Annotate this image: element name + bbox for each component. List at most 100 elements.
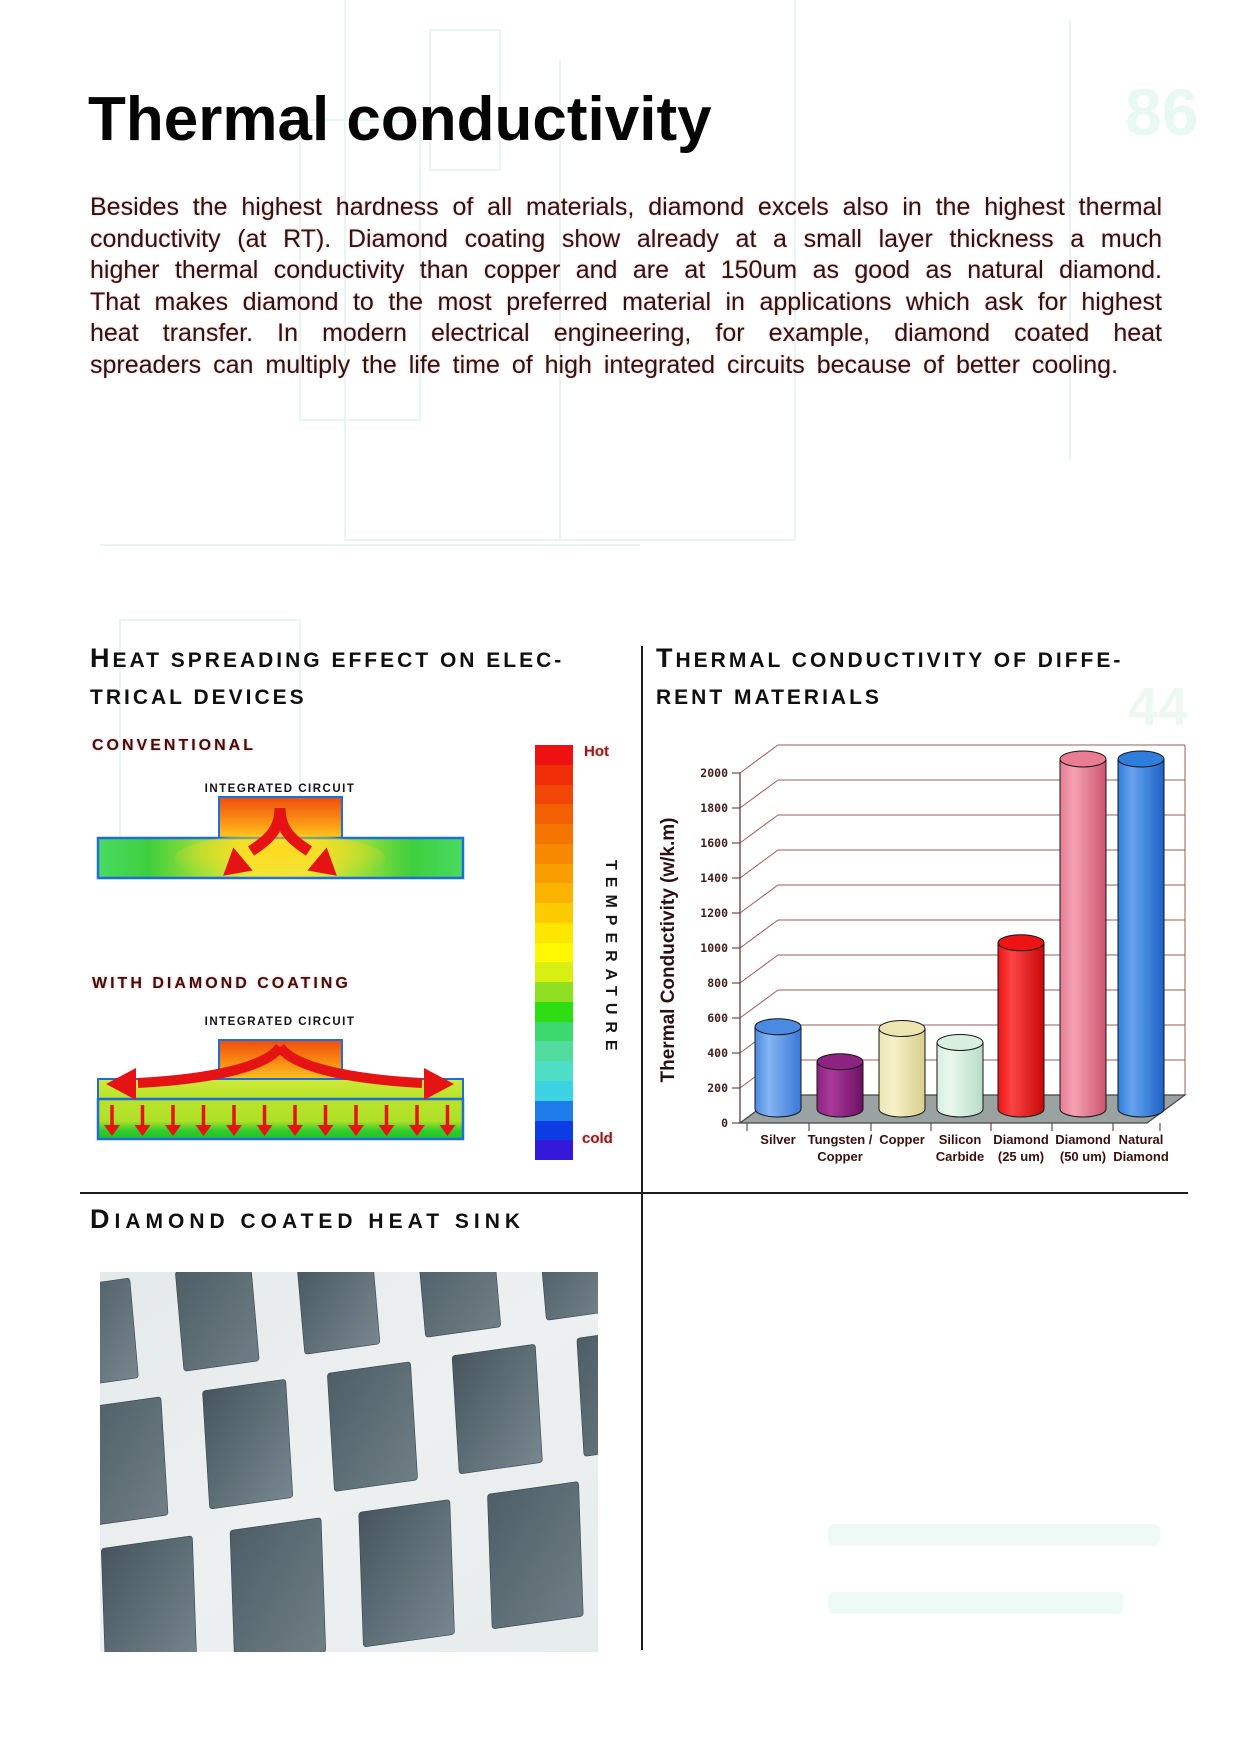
gridline-depth [739, 814, 779, 844]
category-label: Diamond [993, 1132, 1049, 1147]
category-label: Silver [760, 1132, 795, 1147]
colorbar-segment [535, 843, 573, 864]
bar-top-copper [878, 1020, 926, 1037]
colorbar-segment [535, 764, 573, 785]
y-tick-label: 2000 [700, 766, 728, 780]
arrowhead-right-icon [424, 1068, 454, 1100]
heat-sink-plate [416, 1272, 501, 1338]
down-arrowhead-icon [256, 1125, 273, 1136]
temperature-axis-label: TEMPERATURE [602, 860, 619, 1058]
down-arrowhead-icon [378, 1125, 395, 1136]
down-arrowhead-icon [226, 1125, 242, 1136]
circuit-board [96, 1097, 465, 1141]
gridline-depth [739, 954, 779, 984]
category-label: Natural [1119, 1132, 1164, 1147]
gridline-depth [739, 919, 779, 949]
bar-top-diamond-50um [1059, 750, 1107, 768]
category-label: Diamond [1055, 1132, 1111, 1147]
category-label: Diamond [1113, 1149, 1169, 1164]
intro-paragraph: Besides the highest hardness of all mate… [90, 193, 1162, 379]
heat-sink-plate [537, 1272, 598, 1321]
heat-sink-plate [229, 1517, 326, 1652]
watermark-page-number: 86 [1125, 75, 1198, 149]
down-arrowhead-icon [348, 1125, 364, 1136]
thermal-conductivity-bar-chart: 0 200 400 600 800 1000 1200 1400 1600 1800 2000 Si… [658, 744, 1187, 1164]
category-label: Tungsten / [808, 1132, 873, 1147]
heat-sink-plate [100, 1278, 139, 1389]
category-label: (25 um) [998, 1149, 1044, 1164]
bar-cylinder-tungsten-copper [816, 1061, 864, 1118]
heat-sink-plates [100, 1272, 598, 1652]
gridline-depth [739, 744, 779, 774]
colorbar-segment [535, 745, 573, 765]
colorbar-segment [535, 962, 573, 983]
colorbar-segment [535, 1041, 573, 1062]
colorbar-segment [535, 1081, 573, 1101]
heading-line: HEAT SPREADING EFFECT ON ELEC- [90, 643, 565, 673]
colorbar-segment [535, 1100, 573, 1121]
down-arrowhead-icon [104, 1125, 120, 1136]
gridline-depth [739, 989, 779, 1019]
y-tick-label: 800 [707, 976, 728, 990]
down-arrowhead-icon [439, 1125, 456, 1136]
bar-top-silicon-carbide [936, 1034, 984, 1051]
colorbar-segment [535, 784, 573, 805]
arrowhead-left-icon [106, 1068, 136, 1100]
bar-top-tungsten-copper [816, 1053, 864, 1071]
section-heading-thermal-conductivity: THERMAL CONDUCTIVITY OF DIFFE- RENT MATE… [656, 640, 1123, 716]
row-divider [80, 1192, 1188, 1194]
category-label: Copper [817, 1149, 863, 1164]
downward-heat-arrows [104, 1105, 456, 1136]
y-tick-label: 1600 [700, 836, 728, 850]
colorbar-segment [535, 824, 573, 844]
photo-heading: DIAMOND COATED HEAT SINK [90, 1204, 526, 1234]
heat-sink-plate [101, 1535, 198, 1652]
heat-sink-photo [100, 1272, 598, 1652]
heading-line: TRICAL DEVICES [90, 686, 307, 709]
heat-sink-plate [576, 1326, 598, 1457]
y-tick-label: 1800 [700, 801, 728, 815]
y-tick-label: 400 [707, 1046, 728, 1060]
colorbar-segment [535, 942, 573, 963]
down-arrowhead-icon [195, 1125, 212, 1136]
heat-sink-plate [451, 1344, 543, 1474]
y-tick-label: 200 [707, 1081, 728, 1095]
bar-cylinder-diamond-50um [1059, 758, 1107, 1118]
y-tick-label: 0 [721, 1116, 728, 1130]
bar-cylinder-copper [878, 1028, 926, 1118]
bar-cylinder-diamond-25um [997, 942, 1045, 1118]
colorbar-segment [535, 1001, 573, 1022]
coated-label: WITH DIAMOND COATING [92, 975, 351, 992]
gridline-depth [739, 779, 779, 809]
bar-cylinder-silicon-carbide [936, 1042, 984, 1118]
heading-line: THERMAL CONDUCTIVITY OF DIFFE- [656, 643, 1124, 673]
y-tick-label: 1000 [700, 941, 728, 955]
arrowhead-down-left-icon [223, 847, 253, 876]
heat-sink-plate [202, 1379, 294, 1509]
category-label: Carbide [936, 1149, 984, 1164]
conventional-label: CONVENTIONAL [92, 737, 256, 754]
integrated-circuit-label: INTEGRATED CIRCUIT [205, 783, 356, 795]
bar-cylinder-natural-diamond [1117, 758, 1165, 1118]
down-arrowhead-icon [317, 1125, 334, 1136]
heat-sink-plate [100, 1396, 169, 1527]
conventional-heat-spread-diagram: INTEGRATED CIRCUIT [96, 782, 465, 882]
heat-sink-plate [327, 1361, 418, 1492]
colorbar-segment [535, 883, 573, 904]
gridline-depth [739, 849, 779, 879]
y-tick-label: 1400 [700, 871, 728, 885]
colorbar-segment [535, 804, 573, 825]
colorbar-segment [535, 1021, 573, 1042]
bar-top-diamond-25um [997, 934, 1045, 952]
down-arrowhead-icon [409, 1125, 425, 1136]
arrowhead-down-right-icon [307, 847, 337, 876]
bar-cylinder-silver [754, 1026, 802, 1118]
colorbar-segment [535, 1140, 573, 1161]
category-label: Silicon [939, 1132, 982, 1147]
heat-glow [175, 834, 385, 882]
cold-label: cold [582, 1130, 613, 1147]
heading-line: RENT MATERIALS [656, 686, 882, 709]
heat-flow-arrows [247, 807, 313, 856]
y-tick-label: 1200 [700, 906, 728, 920]
